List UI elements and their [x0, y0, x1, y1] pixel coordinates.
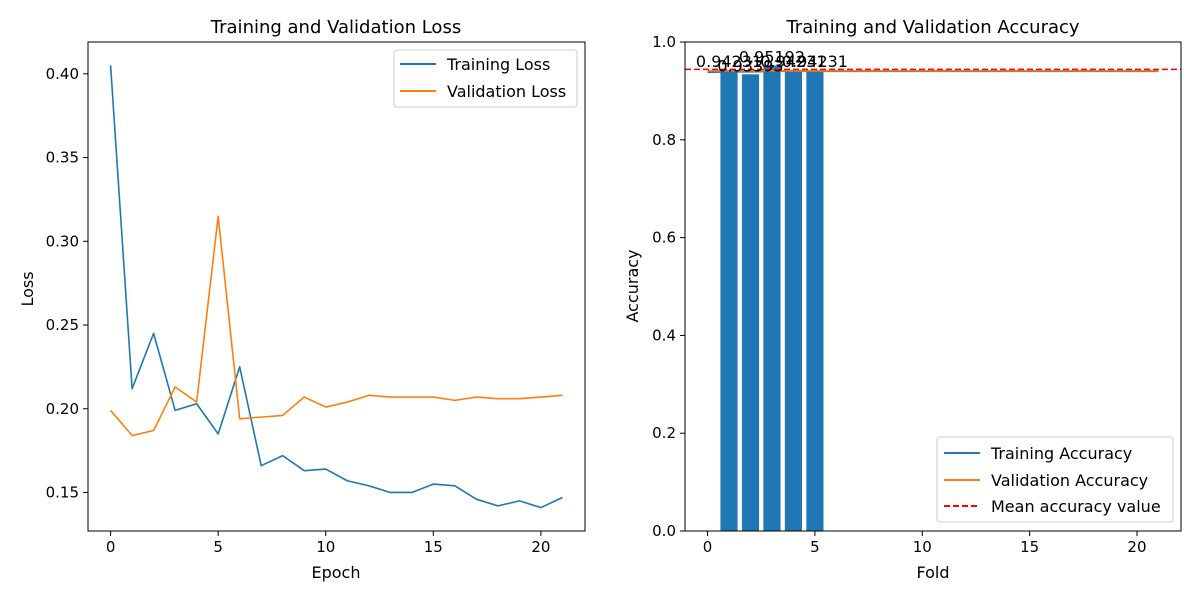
accuracy-bar-value-label: 0.93393 — [717, 56, 783, 75]
accuracy-chart-title: Training and Validation Accuracy — [785, 17, 1079, 38]
accuracy-bar — [741, 74, 760, 531]
validation-loss-line — [109, 215, 563, 437]
loss-chart: Training and Validation Loss Epoch Loss … — [18, 17, 586, 582]
accuracy-legend-box — [936, 436, 1174, 523]
training-loss-line — [109, 65, 563, 509]
loss-legend-box — [393, 49, 578, 108]
loss-y-tick-label: 0.15 — [46, 483, 79, 501]
loss-x-ticks: 0 5 10 15 20 — [106, 531, 550, 556]
accuracy-bar — [806, 70, 824, 531]
accuracy-bar — [720, 70, 738, 531]
accuracy-x-tick-label: 20 — [1127, 538, 1146, 556]
loss-x-tick-label: 20 — [531, 538, 550, 556]
loss-y-axis-label: Loss — [18, 271, 37, 306]
accuracy-legend-training-label: Training Accuracy — [990, 444, 1132, 463]
loss-y-tick-label: 0.30 — [46, 232, 79, 250]
accuracy-y-tick-label: 0.4 — [652, 326, 676, 344]
loss-x-tick-label: 0 — [106, 538, 116, 556]
accuracy-x-axis-label: Fold — [916, 563, 949, 582]
loss-chart-title: Training and Validation Loss — [210, 17, 461, 38]
loss-y-tick-label: 0.35 — [46, 149, 79, 167]
accuracy-x-tick-label: 0 — [703, 538, 713, 556]
accuracy-chart: Training and Validation Accuracy Fold Ac… — [623, 17, 1182, 582]
accuracy-y-tick-label: 0.2 — [652, 424, 676, 442]
loss-legend: Training Loss Validation Loss — [393, 49, 578, 108]
accuracy-series — [685, 68, 1181, 74]
accuracy-plot-frame — [684, 41, 1182, 532]
accuracy-x-tick-label: 15 — [1020, 538, 1039, 556]
loss-x-axis-label: Epoch — [312, 563, 361, 582]
accuracy-bar-value-label: 0.94231 — [760, 52, 826, 71]
loss-plot-frame — [87, 41, 586, 532]
accuracy-bar-value-label: 0.94231 — [782, 52, 848, 71]
accuracy-y-tick-label: 1.0 — [652, 33, 676, 51]
loss-x-tick-label: 5 — [213, 538, 223, 556]
loss-legend-validation-label: Validation Loss — [447, 82, 566, 101]
accuracy-y-tick-label: 0.0 — [652, 522, 676, 540]
loss-legend-training-label: Training Loss — [446, 55, 550, 74]
accuracy-x-ticks: 0 5 10 15 20 — [703, 531, 1147, 556]
loss-y-tick-label: 0.20 — [46, 400, 79, 418]
loss-y-ticks: 0.15 0.20 0.25 0.30 0.35 0.40 — [46, 65, 88, 501]
accuracy-legend-mean-label: Mean accuracy value — [991, 497, 1161, 516]
accuracy-bars — [720, 65, 824, 531]
accuracy-bar-value-label: 0.94231 — [696, 52, 762, 71]
accuracy-x-tick-label: 5 — [810, 538, 820, 556]
accuracy-y-tick-label: 0.8 — [652, 131, 676, 149]
accuracy-bar — [784, 70, 803, 531]
loss-series — [109, 65, 563, 509]
loss-x-tick-label: 10 — [316, 538, 335, 556]
loss-y-tick-label: 0.25 — [46, 316, 79, 334]
accuracy-bar — [763, 65, 781, 531]
loss-x-tick-label: 15 — [424, 538, 443, 556]
accuracy-legend: Training Accuracy Validation Accuracy Me… — [936, 436, 1174, 523]
accuracy-y-axis-label: Accuracy — [623, 249, 642, 322]
accuracy-y-tick-label: 0.6 — [652, 229, 676, 247]
loss-y-tick-label: 0.40 — [46, 65, 79, 83]
accuracy-y-ticks: 0.0 0.2 0.4 0.6 0.8 1.0 — [652, 33, 685, 540]
accuracy-bar-value-label: 0.95192 — [739, 48, 805, 67]
accuracy-x-tick-label: 10 — [913, 538, 932, 556]
accuracy-legend-validation-label: Validation Accuracy — [991, 471, 1148, 490]
